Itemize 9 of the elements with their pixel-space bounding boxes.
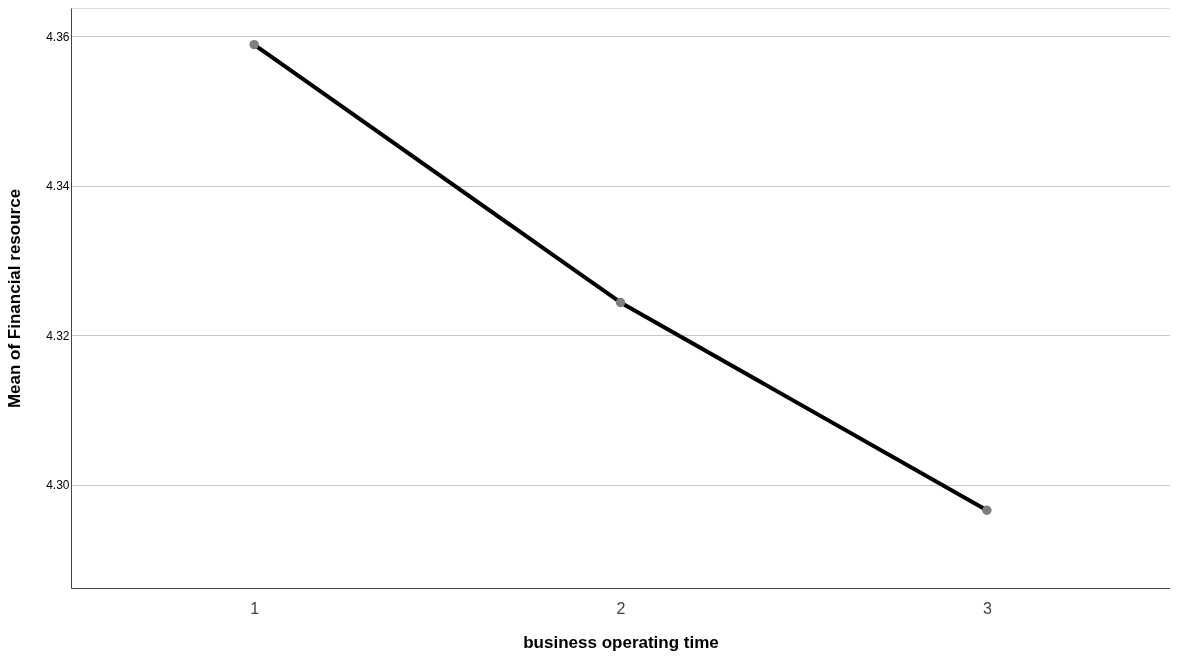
y-axis-title: Mean of Financial resource bbox=[5, 188, 25, 409]
y-tick-label: 4.36 bbox=[46, 29, 70, 44]
x-tick-label: 2 bbox=[616, 599, 626, 617]
x-axis-title: business operating time bbox=[523, 632, 719, 652]
x-tick-label: 3 bbox=[982, 599, 992, 617]
y-tick-label: 4.34 bbox=[46, 179, 70, 194]
x-tick-label: 1 bbox=[250, 599, 260, 617]
y-tick-label: 4.30 bbox=[46, 478, 70, 493]
y-tick-label: 4.32 bbox=[46, 328, 70, 343]
